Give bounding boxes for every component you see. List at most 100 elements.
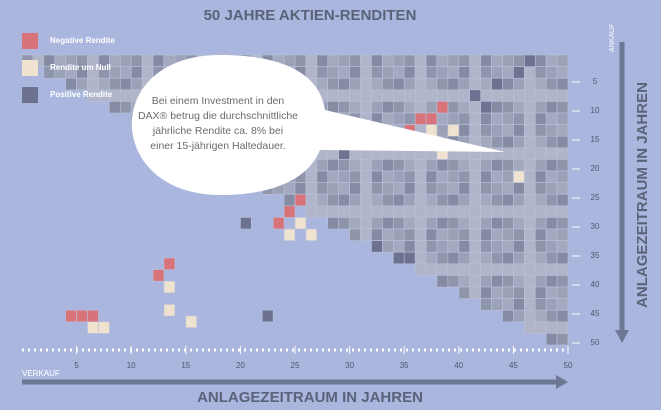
cell [447,193,460,207]
cell [545,89,558,102]
cell [349,217,361,230]
cell [392,182,405,195]
cell [414,54,427,67]
cell [349,89,361,102]
cell [109,66,121,79]
cell [545,66,558,79]
cell [414,251,427,265]
cell [403,112,416,125]
y-axis-label: ANLAGEZEITRAUM IN JAHREN [634,82,651,308]
cell [534,112,547,125]
cell [447,101,460,114]
cell [513,286,525,299]
cell [414,66,427,79]
cell [392,112,405,125]
cell [403,182,416,195]
x-tick-label: 15 [181,361,190,370]
data-cell [447,124,460,137]
cell [513,205,525,218]
cell [513,101,525,114]
cell [436,263,449,276]
cell [491,135,503,149]
cell [524,240,536,253]
legend-swatch [22,33,38,49]
cell [414,89,427,102]
cell [327,77,339,91]
cell [414,170,427,183]
cell [469,159,481,172]
cell [392,205,405,218]
legend-swatch [22,60,38,76]
cell [524,286,536,299]
cell [469,77,481,91]
annotation: DAX® betrug die durchschnittliche [138,110,298,122]
cell [316,170,329,183]
cell [502,170,514,183]
cell [502,193,514,207]
cell [327,193,339,207]
cell [349,159,361,172]
cell [534,66,547,79]
cell [469,124,481,137]
cell [360,54,372,67]
data-cell [305,228,318,241]
legend-label: Negative Rendite [50,36,115,45]
annotation: Bei einem Investment in den [152,95,285,107]
cell [534,298,547,311]
cell [382,240,394,253]
cell [403,54,416,67]
cell [480,77,492,91]
y-arrow-head [615,330,629,343]
cell [371,101,383,114]
cell [469,240,481,253]
cell [524,217,536,230]
cell [480,66,492,79]
cell [119,66,132,79]
cell [305,170,318,183]
cell [382,228,394,241]
cell [392,54,405,67]
cell [513,275,525,288]
cell [556,54,569,67]
x-tick-label: 20 [236,361,245,370]
cell [480,298,492,311]
cell [491,66,503,79]
cell [403,217,416,230]
cell [371,228,383,241]
cell [469,263,481,276]
cell [545,135,558,149]
cell [534,286,547,299]
cell [556,333,569,346]
cell [283,193,296,207]
cell [556,228,569,241]
cell [447,77,460,91]
cell [491,101,503,114]
cell [556,124,569,137]
cell [524,193,536,207]
cell [534,193,547,207]
cell [414,182,427,195]
cell [491,170,503,183]
data-cell [76,309,88,323]
cell [436,205,449,218]
cell [458,193,471,207]
cell [545,54,558,67]
cell [447,89,460,102]
cell [130,54,143,67]
cell [425,66,438,79]
cell [458,205,471,218]
cell [469,286,481,299]
cell [403,77,416,91]
cell [502,89,514,102]
data-cell [87,321,99,334]
cell [491,193,503,207]
cell [327,170,339,183]
data-cell [392,251,405,265]
x-tick-label: 35 [400,361,409,370]
cell [534,182,547,195]
cell [502,112,514,125]
cell [502,217,514,230]
cell [414,77,427,91]
cell [414,228,427,241]
cell [502,147,514,160]
